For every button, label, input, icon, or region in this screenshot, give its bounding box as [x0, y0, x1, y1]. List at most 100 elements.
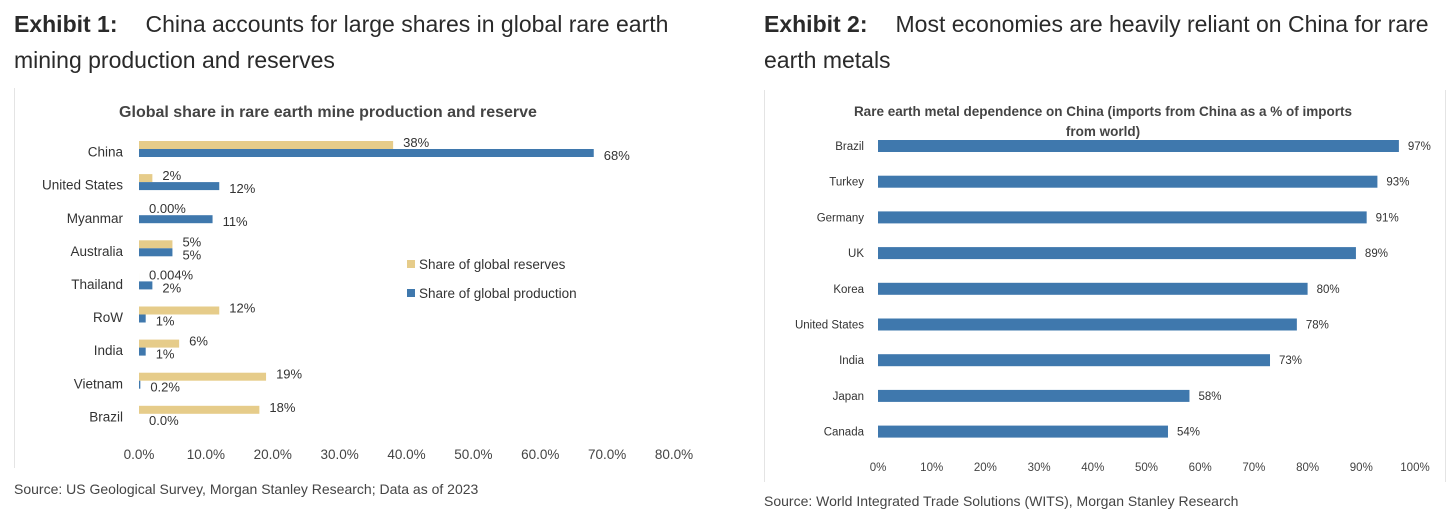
chart1-reserves-value-label: 19%: [276, 367, 302, 382]
exhibit2-source: Source: World Integrated Trade Solutions…: [764, 493, 1239, 509]
chart2-x-tick-label: 90%: [1350, 462, 1373, 474]
chart1-legend-production-label: Share of global production: [419, 286, 577, 301]
chart2-x-tick-label: 40%: [1081, 462, 1104, 474]
chart1-category-label: RoW: [93, 310, 123, 325]
chart1-reserves-bar: [139, 405, 260, 414]
chart2-category-label: Germany: [817, 212, 865, 224]
chart1-reserves-bar: [139, 141, 394, 149]
exhibit1-source: Source: US Geological Survey, Morgan Sta…: [14, 481, 479, 497]
chart1-production-value-label: 1%: [156, 314, 175, 329]
chart1-legend-reserves-label: Share of global reserves: [419, 257, 566, 272]
chart1-category-label: United States: [42, 178, 123, 193]
chart1-legend-reserves-swatch: [407, 260, 415, 268]
chart1-reserves-bar: [139, 372, 267, 381]
chart2-value-label: 80%: [1317, 284, 1340, 296]
chart1-category-label: Thailand: [71, 277, 123, 292]
chart1-x-tick-label: 70.0%: [588, 447, 626, 462]
chart1-category-label: Australia: [70, 244, 123, 259]
chart1-production-value-label: 0.2%: [150, 380, 180, 395]
chart2-category-label: India: [839, 355, 865, 367]
chart2-x-tick-label: 60%: [1189, 462, 1212, 474]
chart1-reserves-value-label: 0.004%: [149, 267, 194, 282]
chart2-category-label: United States: [795, 320, 864, 332]
chart1-reserves-value-label: 2%: [162, 168, 181, 183]
chart2-x-tick-label: 10%: [920, 462, 943, 474]
chart2-title-line-2: from world): [1066, 124, 1140, 139]
chart1-svg: Global share in rare earth mine producti…: [42, 104, 693, 462]
chart2-category-label: Japan: [833, 391, 864, 403]
chart1-panel: Global share in rare earth mine producti…: [14, 88, 719, 468]
chart1-production-bar: [139, 281, 153, 290]
chart1-production-value-label: 2%: [162, 280, 181, 295]
chart2-category-label: Brazil: [835, 141, 864, 153]
chart2-category-label: Canada: [824, 427, 865, 439]
chart1-production-value-label: 0.0%: [149, 413, 179, 428]
chart1-x-tick-label: 0.0%: [124, 447, 155, 462]
chart2-bar: [878, 140, 1399, 152]
chart2-bar: [878, 389, 1190, 402]
chart1-category-label: India: [94, 343, 124, 358]
chart1-category-label: Myanmar: [67, 211, 124, 226]
chart2-svg: Rare earth metal dependence on China (im…: [795, 104, 1431, 474]
chart1-reserves-value-label: 5%: [182, 234, 201, 249]
chart1-category-label: Vietnam: [74, 376, 123, 391]
chart1-production-value-label: 5%: [182, 247, 201, 262]
chart1-reserves-bar: [139, 339, 180, 348]
chart1-production-bar: [139, 314, 146, 323]
chart1-reserves-bar: [139, 306, 220, 315]
chart1-x-tick-label: 30.0%: [320, 447, 358, 462]
chart2-bar: [878, 318, 1297, 331]
chart2-panel: Rare earth metal dependence on China (im…: [764, 90, 1446, 482]
chart2-value-label: 91%: [1376, 212, 1399, 224]
chart1-production-bar: [139, 347, 146, 356]
chart1-reserves-bar: [139, 174, 153, 183]
chart1-legend-production-swatch: [407, 289, 415, 297]
chart1-production-value-label: 12%: [229, 181, 255, 196]
chart1-production-value-label: 68%: [604, 148, 630, 163]
chart1-reserves-value-label: 12%: [229, 301, 255, 316]
chart2-value-label: 93%: [1386, 177, 1409, 189]
chart1-production-bar: [139, 248, 173, 257]
exhibit1-heading: Exhibit 1: China accounts for large share…: [14, 6, 714, 78]
exhibit2-title: Most economies are heavily reliant on Ch…: [764, 11, 1429, 73]
chart2-bar: [878, 247, 1356, 260]
chart2-bar: [878, 282, 1308, 295]
chart1-x-tick-label: 40.0%: [387, 447, 425, 462]
chart1-reserves-value-label: 6%: [189, 334, 208, 349]
chart2-bar: [878, 175, 1378, 188]
chart2-bar: [878, 354, 1271, 367]
chart1-x-tick-label: 20.0%: [254, 447, 292, 462]
chart1-reserves-value-label: 38%: [403, 135, 429, 150]
exhibit1-label: Exhibit 1:: [14, 11, 118, 37]
chart2-value-label: 73%: [1279, 355, 1302, 367]
chart1-category-label: Brazil: [89, 409, 123, 424]
chart2-value-label: 58%: [1198, 391, 1221, 403]
exhibit2-heading: Exhibit 2: Most economies are heavily rel…: [764, 6, 1454, 78]
chart2-bar: [878, 211, 1367, 224]
chart2-x-tick-label: 30%: [1028, 462, 1051, 474]
chart2-title-line-1: Rare earth metal dependence on China (im…: [854, 104, 1352, 119]
chart1-production-bar: [139, 149, 594, 157]
exhibit1-title: China accounts for large shares in globa…: [14, 11, 669, 73]
chart1-x-tick-label: 10.0%: [187, 447, 225, 462]
exhibit2-label: Exhibit 2:: [764, 11, 868, 37]
chart1-category-label: China: [88, 145, 124, 160]
chart1-production-value-label: 1%: [156, 347, 175, 362]
chart2-category-label: Korea: [833, 284, 864, 296]
chart2-x-tick-label: 100%: [1400, 462, 1429, 474]
chart1-x-tick-label: 50.0%: [454, 447, 492, 462]
chart1-x-tick-label: 60.0%: [521, 447, 559, 462]
chart2-value-label: 97%: [1408, 141, 1431, 153]
chart1-x-tick-label: 80.0%: [655, 447, 693, 462]
chart1-title: Global share in rare earth mine producti…: [119, 104, 537, 121]
chart1-production-bar: [139, 182, 220, 191]
chart2-value-label: 89%: [1365, 248, 1388, 260]
chart1-production-bar: [139, 215, 213, 224]
chart1-reserves-bar: [139, 240, 173, 249]
chart2-x-tick-label: 80%: [1296, 462, 1319, 474]
chart1-reserves-value-label: 18%: [269, 400, 295, 415]
chart2-x-tick-label: 0%: [870, 462, 887, 474]
chart2-category-label: UK: [848, 248, 864, 260]
chart1-production-value-label: 11%: [223, 214, 248, 229]
chart2-bar: [878, 425, 1168, 438]
